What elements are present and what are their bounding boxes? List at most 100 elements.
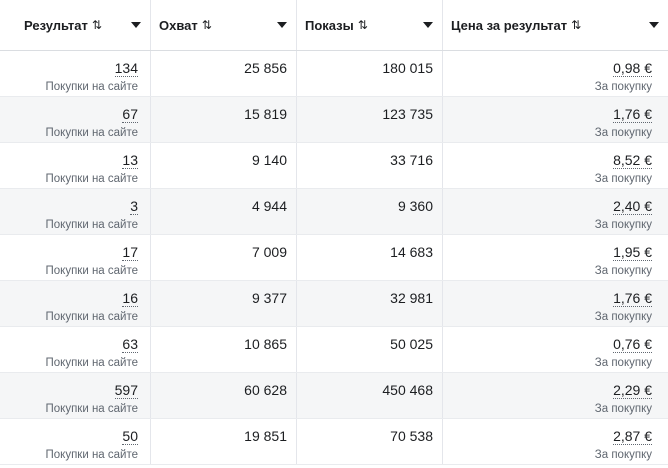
caret-down-icon[interactable]: [277, 22, 287, 28]
result-value[interactable]: 67: [122, 106, 138, 123]
cost-value[interactable]: 2,40 €: [613, 198, 652, 215]
cost-type-label: За покупку: [594, 127, 652, 139]
result-cell: 67 Покупки на сайте: [0, 97, 151, 142]
impressions-value: 33 716: [390, 152, 433, 168]
cost-value[interactable]: 1,76 €: [613, 290, 652, 307]
column-header-cost-per-result[interactable]: Цена за результат ⇅: [443, 0, 668, 50]
reach-value: 10 865: [244, 336, 287, 352]
result-cell: 597 Покупки на сайте: [0, 373, 151, 418]
result-type-label: Покупки на сайте: [45, 127, 139, 139]
result-type-label: Покупки на сайте: [45, 219, 139, 231]
cost-type-label: За покупку: [594, 81, 652, 93]
impressions-cell: 180 015: [297, 51, 443, 96]
impressions-value: 32 981: [390, 290, 433, 306]
result-type-label: Покупки на сайте: [45, 311, 139, 323]
impressions-cell: 14 683: [297, 235, 443, 280]
column-header-label: Охват: [159, 17, 198, 33]
result-value[interactable]: 13: [122, 152, 138, 169]
cost-value[interactable]: 1,76 €: [613, 106, 652, 123]
cost-value[interactable]: 8,52 €: [613, 152, 652, 169]
caret-down-icon[interactable]: [649, 22, 659, 28]
sort-arrows-icon[interactable]: ⇅: [571, 18, 582, 32]
column-header-label: Цена за результат: [451, 17, 568, 33]
impressions-value: 14 683: [390, 244, 433, 260]
table-row: 16 Покупки на сайте 9 377 32 981 1,76 € …: [0, 281, 668, 327]
cost-value[interactable]: 0,76 €: [613, 336, 652, 353]
cost-cell: 0,98 € За покупку: [443, 51, 668, 96]
table-row: 67 Покупки на сайте 15 819 123 735 1,76 …: [0, 97, 668, 143]
sort-arrows-icon[interactable]: ⇅: [91, 18, 102, 32]
result-cell: 3 Покупки на сайте: [0, 189, 151, 234]
result-cell: 134 Покупки на сайте: [0, 51, 151, 96]
result-cell: 13 Покупки на сайте: [0, 143, 151, 188]
reach-value: 15 819: [244, 106, 287, 122]
table-row: 17 Покупки на сайте 7 009 14 683 1,95 € …: [0, 235, 668, 281]
result-value[interactable]: 63: [122, 336, 138, 353]
reach-value: 4 944: [251, 198, 287, 214]
table-row: 13 Покупки на сайте 9 140 33 716 8,52 € …: [0, 143, 668, 189]
result-type-label: Покупки на сайте: [45, 265, 139, 277]
column-header-reach[interactable]: Охват ⇅: [151, 0, 297, 50]
impressions-cell: 33 716: [297, 143, 443, 188]
cost-type-label: За покупку: [594, 173, 652, 185]
cost-cell: 1,76 € За покупку: [443, 281, 668, 326]
impressions-cell: 32 981: [297, 281, 443, 326]
caret-down-icon[interactable]: [423, 22, 433, 28]
table-row: 50 Покупки на сайте 19 851 70 538 2,87 €…: [0, 419, 668, 465]
table-row: 3 Покупки на сайте 4 944 9 360 2,40 € За…: [0, 189, 668, 235]
result-type-label: Покупки на сайте: [45, 81, 139, 93]
cost-cell: 8,52 € За покупку: [443, 143, 668, 188]
reach-cell: 15 819: [151, 97, 297, 142]
result-value[interactable]: 16: [122, 290, 138, 307]
caret-down-icon[interactable]: [131, 22, 141, 28]
reach-value: 7 009: [251, 244, 287, 260]
impressions-cell: 9 360: [297, 189, 443, 234]
reach-cell: 9 377: [151, 281, 297, 326]
result-value[interactable]: 134: [114, 60, 138, 77]
column-header-label: Результат: [24, 17, 88, 33]
result-value[interactable]: 3: [130, 198, 138, 215]
reach-cell: 4 944: [151, 189, 297, 234]
reach-cell: 7 009: [151, 235, 297, 280]
reach-value: 25 856: [244, 60, 287, 76]
cost-type-label: За покупку: [594, 311, 652, 323]
result-cell: 17 Покупки на сайте: [0, 235, 151, 280]
result-value[interactable]: 17: [122, 244, 138, 261]
column-header-impressions[interactable]: Показы ⇅: [297, 0, 443, 50]
sort-arrows-icon[interactable]: ⇅: [357, 18, 368, 32]
reach-cell: 60 628: [151, 373, 297, 418]
reach-value: 60 628: [244, 382, 287, 398]
cost-value[interactable]: 0,98 €: [613, 60, 652, 77]
column-header-label: Показы: [305, 17, 354, 33]
impressions-value: 123 735: [382, 106, 433, 122]
result-value[interactable]: 50: [122, 428, 138, 445]
result-cell: 50 Покупки на сайте: [0, 419, 151, 464]
result-value[interactable]: 597: [114, 382, 138, 399]
cost-type-label: За покупку: [594, 357, 652, 369]
result-type-label: Покупки на сайте: [45, 449, 139, 461]
impressions-value: 9 360: [397, 198, 433, 214]
result-cell: 16 Покупки на сайте: [0, 281, 151, 326]
cost-value[interactable]: 2,87 €: [613, 428, 652, 445]
cost-cell: 1,95 € За покупку: [443, 235, 668, 280]
cost-value[interactable]: 1,95 €: [613, 244, 652, 261]
result-cell: 63 Покупки на сайте: [0, 327, 151, 372]
column-header-result[interactable]: Результат ⇅: [0, 0, 151, 50]
reach-cell: 25 856: [151, 51, 297, 96]
reach-cell: 9 140: [151, 143, 297, 188]
cost-type-label: За покупку: [594, 403, 652, 415]
cost-cell: 2,87 € За покупку: [443, 419, 668, 464]
impressions-cell: 450 468: [297, 373, 443, 418]
cost-type-label: За покупку: [594, 449, 652, 461]
impressions-value: 450 468: [382, 382, 433, 398]
cost-value[interactable]: 2,29 €: [613, 382, 652, 399]
table-row: 597 Покупки на сайте 60 628 450 468 2,29…: [0, 373, 668, 419]
sort-arrows-icon[interactable]: ⇅: [201, 18, 212, 32]
reach-cell: 10 865: [151, 327, 297, 372]
impressions-value: 180 015: [382, 60, 433, 76]
cost-type-label: За покупку: [594, 265, 652, 277]
table-header: Результат ⇅ Охват ⇅ Показы ⇅ Цена за рез…: [0, 0, 668, 51]
cost-type-label: За покупку: [594, 219, 652, 231]
impressions-value: 50 025: [390, 336, 433, 352]
